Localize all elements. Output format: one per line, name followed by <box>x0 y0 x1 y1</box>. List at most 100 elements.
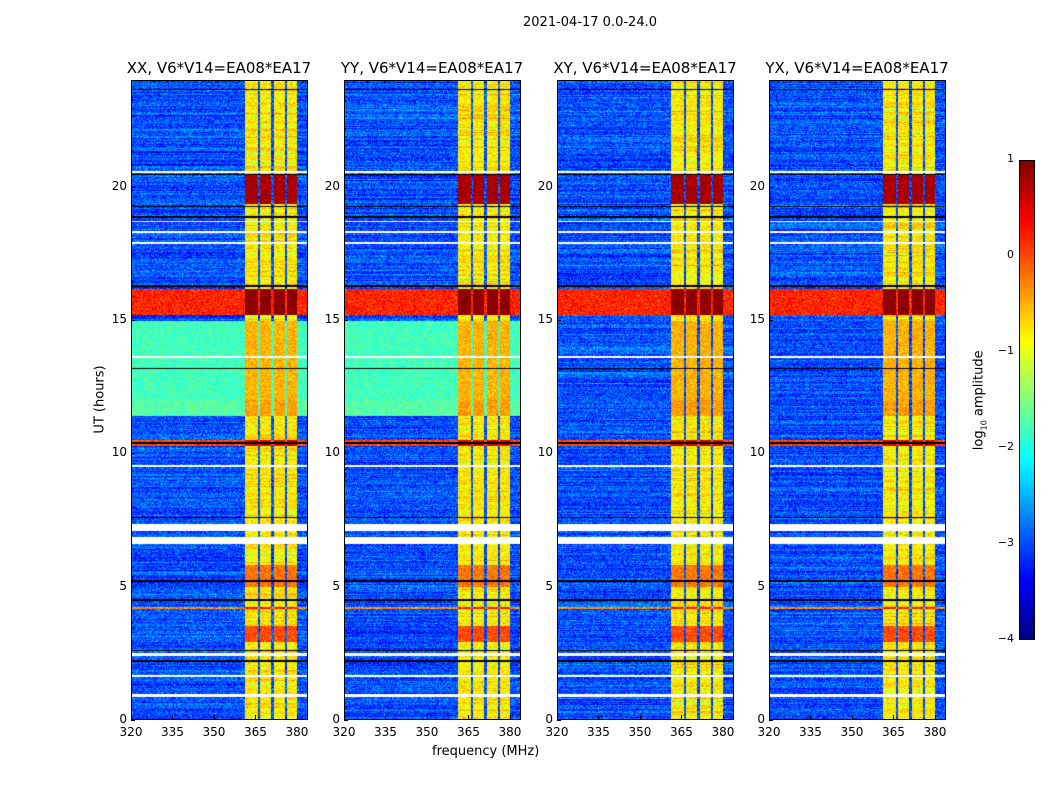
x-tick-mark <box>934 715 936 719</box>
y-tick-mark <box>769 320 773 321</box>
y-tick-mark <box>344 320 348 321</box>
heatmap-image <box>770 81 945 719</box>
y-tick-mark <box>557 586 561 588</box>
colorbar <box>1019 160 1035 640</box>
x-tick-mark <box>344 715 345 719</box>
x-tick-mark <box>681 715 683 719</box>
y-tick-mark <box>344 586 348 588</box>
x-tick-mark <box>769 715 770 719</box>
y-tick-label: 20 <box>537 178 553 193</box>
x-tick-label: 380 <box>711 725 735 739</box>
x-tick-mark <box>851 715 853 719</box>
y-tick-mark <box>557 320 561 321</box>
x-tick-mark <box>639 715 641 719</box>
x-tick-label: 350 <box>840 725 864 739</box>
x-tick-mark <box>255 715 257 719</box>
x-tick-label: 365 <box>670 725 693 739</box>
y-tick-mark <box>557 453 561 455</box>
x-tick-mark <box>722 715 724 719</box>
x-tick-mark <box>557 715 558 719</box>
x-tick-mark <box>810 715 812 719</box>
y-tick-label: 20 <box>749 178 765 193</box>
y-tick-label: 10 <box>749 445 765 460</box>
x-tick-label: 335 <box>161 725 184 739</box>
colorbar-label: log10 amplitude <box>971 350 989 451</box>
x-tick-mark <box>213 715 215 719</box>
y-tick-label: 15 <box>537 312 553 326</box>
panel-title: XY, V6*V14=EA08*EA17 <box>553 59 737 77</box>
y-tick-label: 10 <box>537 445 553 460</box>
y-tick-label: 5 <box>545 578 553 593</box>
heatmap-panel <box>769 80 946 720</box>
panel-title: YY, V6*V14=EA08*EA17 <box>340 59 524 77</box>
x-tick-label: 380 <box>498 725 522 739</box>
colorbar-tick-label: 0 <box>1007 248 1014 261</box>
y-tick-mark <box>131 320 135 321</box>
y-tick-mark <box>344 453 348 455</box>
y-tick-label: 5 <box>119 578 127 593</box>
x-tick-mark <box>131 715 132 719</box>
y-axis-label: UT (hours) <box>92 365 108 434</box>
colorbar-tick-label: −2 <box>997 440 1014 453</box>
y-tick-label: 20 <box>324 178 340 193</box>
x-tick-mark <box>385 715 387 719</box>
x-tick-label: 335 <box>799 725 822 739</box>
x-tick-label: 365 <box>457 725 480 739</box>
x-tick-mark <box>468 715 470 719</box>
y-tick-label: 0 <box>757 712 765 726</box>
colorbar-tick-label: 1 <box>1007 152 1014 165</box>
y-tick-mark <box>131 720 135 721</box>
x-tick-mark <box>426 715 428 719</box>
y-tick-mark <box>131 586 135 588</box>
heatmap-panel <box>557 80 734 720</box>
x-tick-label: 350 <box>202 725 226 739</box>
heatmap-image <box>345 81 520 719</box>
y-tick-label: 15 <box>749 312 765 326</box>
x-tick-label: 365 <box>882 725 905 739</box>
figure-title: 2021-04-17 0.0-24.0 <box>523 15 657 30</box>
y-tick-mark <box>557 720 561 721</box>
y-tick-mark <box>769 720 773 721</box>
y-tick-mark <box>769 186 773 188</box>
heatmap-image <box>132 81 307 719</box>
x-tick-label: 350 <box>415 725 439 739</box>
heatmap-image <box>558 81 733 719</box>
y-tick-label: 10 <box>324 445 340 460</box>
x-tick-mark <box>172 715 174 719</box>
heatmap-panel <box>344 80 521 720</box>
x-tick-label: 380 <box>923 725 947 739</box>
y-tick-mark <box>131 186 135 188</box>
colorbar-tick-label: −4 <box>997 632 1014 645</box>
x-tick-label: 320 <box>332 725 356 739</box>
y-tick-label: 15 <box>111 312 127 326</box>
y-tick-mark <box>769 586 773 588</box>
y-tick-label: 20 <box>111 178 127 193</box>
y-tick-label: 0 <box>119 712 127 726</box>
colorbar-tick-label: −1 <box>997 344 1014 357</box>
x-tick-label: 365 <box>244 725 267 739</box>
x-tick-mark <box>509 715 511 719</box>
x-tick-label: 350 <box>628 725 652 739</box>
x-tick-mark <box>598 715 600 719</box>
x-tick-label: 320 <box>545 725 569 739</box>
y-tick-mark <box>131 453 135 455</box>
x-tick-mark <box>296 715 298 719</box>
x-tick-label: 380 <box>285 725 309 739</box>
panel-title: YX, V6*V14=EA08*EA17 <box>765 59 949 77</box>
y-tick-mark <box>557 186 561 188</box>
y-tick-mark <box>769 453 773 455</box>
x-tick-label: 320 <box>119 725 143 739</box>
panel-title: XX, V6*V14=EA08*EA17 <box>126 59 312 77</box>
x-tick-label: 335 <box>374 725 397 739</box>
x-tick-label: 335 <box>587 725 610 739</box>
x-axis-label: frequency (MHz) <box>432 744 540 759</box>
y-tick-label: 0 <box>545 712 553 726</box>
y-tick-label: 10 <box>111 445 127 460</box>
y-tick-label: 5 <box>757 578 765 593</box>
y-tick-label: 5 <box>332 578 340 593</box>
y-tick-mark <box>344 186 348 188</box>
y-tick-mark <box>344 720 348 721</box>
colorbar-tick-label: −3 <box>997 536 1014 549</box>
y-tick-label: 0 <box>332 712 340 726</box>
